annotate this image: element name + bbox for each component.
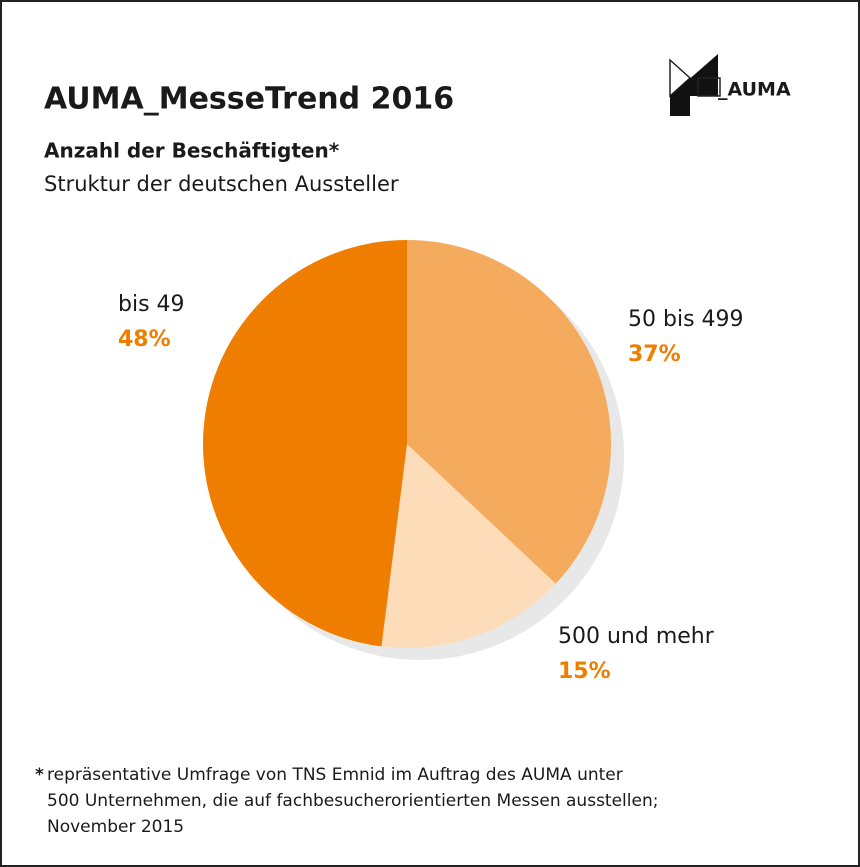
footnote-marker: *: [35, 765, 44, 785]
pie-slice: [202, 240, 407, 647]
subtitle: Anzahl der Beschäftigten*: [44, 139, 340, 163]
footnote: November 2015: [47, 817, 184, 837]
footnote: 500 Unternehmen, die auf fachbesucherori…: [47, 791, 658, 811]
chart-title: AUMA_MesseTrend 2016: [44, 82, 454, 117]
slice-label: bis 49: [118, 292, 185, 317]
value-label: 15%: [558, 659, 611, 684]
logo-icon: [669, 54, 721, 116]
logo-text: _AUMA: [718, 79, 791, 101]
pie-slice: [407, 240, 611, 584]
value-label: 37%: [628, 342, 681, 367]
footnote: repräsentative Umfrage von TNS Emnid im …: [47, 765, 623, 785]
value-label: 48%: [118, 327, 171, 352]
subtitle-2: Struktur der deutschen Aussteller: [44, 172, 399, 196]
pie-slice: [381, 444, 556, 649]
slice-label: 500 und mehr: [558, 624, 715, 649]
slice-label: 50 bis 499: [628, 307, 744, 332]
